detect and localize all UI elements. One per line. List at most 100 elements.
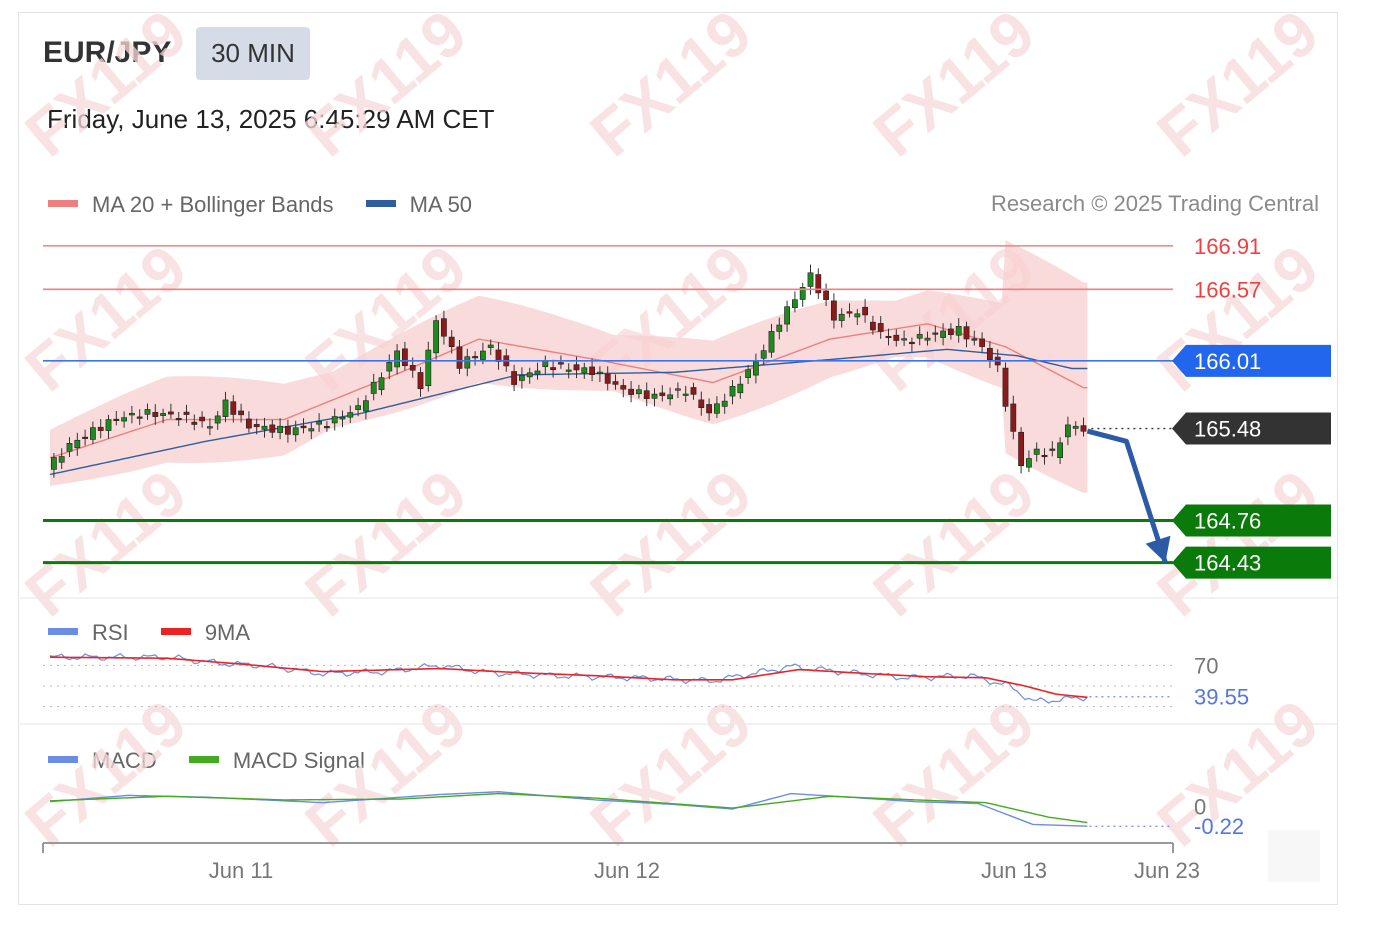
candle-body: [308, 428, 315, 432]
candle-body: [534, 370, 541, 375]
candle-body: [183, 411, 190, 415]
candle-body: [589, 366, 595, 375]
watermark-2-2: FX119: [577, 456, 765, 630]
last-price-label-tag: [1172, 412, 1331, 445]
candle-body: [908, 341, 915, 345]
candle-body: [542, 360, 549, 368]
candle-body: [635, 389, 642, 395]
candle-body: [846, 311, 853, 314]
candle-body: [1049, 448, 1056, 451]
candle-body: [222, 399, 229, 417]
candle-body: [300, 425, 307, 429]
candle-body: [628, 388, 634, 395]
rsi-series-1: [49, 656, 1088, 699]
legend-rsi: RSI: [48, 619, 129, 646]
candle-body: [674, 388, 681, 391]
rsi-legend: RSI 9MA: [48, 619, 276, 646]
candle-body: [823, 290, 829, 300]
candle-body: [440, 318, 447, 337]
candle-body: [129, 412, 135, 416]
candle-body: [573, 364, 580, 371]
candle-body: [464, 356, 471, 369]
support-label: 164.76: [1194, 508, 1261, 533]
watermark-1-2: FX119: [292, 456, 480, 630]
candle-body: [425, 349, 432, 387]
candle-body: [838, 313, 845, 321]
candle-body: [971, 338, 978, 341]
time-axis-label: Jun 12: [594, 858, 660, 883]
watermark-0-0: FX119: [12, 0, 200, 170]
candle-body: [1057, 442, 1063, 458]
candle-body: [815, 274, 822, 294]
candle-body: [113, 418, 120, 421]
corner-box: [1268, 830, 1320, 882]
candle-body: [355, 405, 361, 410]
candle-body: [955, 326, 962, 336]
rsi-panel: 70 39.55: [43, 652, 1249, 710]
macd-series-1: [49, 792, 1088, 824]
legend-ma20: MA 20 + Bollinger Bands: [48, 191, 334, 218]
candle-body: [620, 385, 627, 390]
candle-body: [518, 375, 525, 381]
legend-ma50: MA 50: [365, 191, 472, 218]
candle-body: [82, 436, 88, 439]
candle-body: [799, 287, 806, 300]
candle-body: [168, 411, 174, 415]
candle-body: [1072, 425, 1079, 429]
candle-body: [378, 377, 385, 391]
candle-body: [526, 372, 533, 378]
candle-body: [456, 346, 463, 369]
macd-last-label: -0.22: [1194, 814, 1244, 839]
candle-body: [659, 392, 666, 396]
candle-body: [854, 313, 861, 318]
candle-body: [862, 306, 868, 316]
candle-body: [144, 409, 151, 415]
rsi-series-0: [49, 652, 1088, 704]
candle-body: [105, 419, 112, 431]
candle-body: [667, 394, 673, 400]
candle-body: [160, 413, 166, 416]
candle-body: [885, 335, 892, 339]
candle-body: [830, 300, 837, 321]
candle-body: [401, 348, 408, 367]
watermark-3-0: FX119: [860, 0, 1048, 170]
candle-body: [472, 356, 478, 359]
candle-body: [643, 390, 650, 399]
candle-body: [238, 410, 244, 416]
legend-macd: MACD: [48, 747, 157, 774]
candle-body: [690, 387, 697, 395]
watermark-2-3: FX119: [577, 686, 765, 860]
projection-arrow: [1086, 428, 1168, 564]
macd-panel: 0-0.22: [49, 791, 1244, 839]
candle-body: [807, 272, 814, 287]
candle-body: [791, 299, 798, 308]
candle-body: [604, 373, 611, 384]
candle-body: [487, 344, 494, 348]
timeframe-badge[interactable]: 30 MIN: [196, 27, 310, 80]
candle-body: [1065, 424, 1071, 438]
support-label: 164.43: [1194, 551, 1261, 576]
candle-body: [495, 349, 502, 362]
candle-body: [269, 424, 276, 433]
candle-body: [1002, 367, 1009, 407]
candle-body: [323, 426, 330, 429]
symbol-title: EUR/JPY: [43, 36, 172, 69]
candle-body: [745, 369, 751, 378]
watermark-4-2: FX119: [1144, 456, 1332, 630]
candle-body: [768, 331, 775, 353]
candle-body: [901, 338, 907, 341]
candle-body: [713, 403, 720, 414]
candle-body: [760, 350, 767, 359]
pivot-label: 166.01: [1194, 349, 1261, 374]
candle-body: [979, 338, 985, 347]
legend-9ma-swatch: [160, 627, 191, 635]
candle-body: [1080, 425, 1087, 432]
candle-body: [50, 457, 57, 470]
candle-body: [869, 321, 876, 331]
last-price-label: 165.48: [1194, 417, 1261, 442]
candle-body: [74, 439, 81, 449]
time-axis: Jun 11 Jun 12 Jun 13 Jun 23: [42, 842, 1200, 883]
candle-body: [550, 367, 556, 371]
candle-body: [370, 381, 377, 394]
rsi-reference-label: 70: [1194, 653, 1218, 678]
